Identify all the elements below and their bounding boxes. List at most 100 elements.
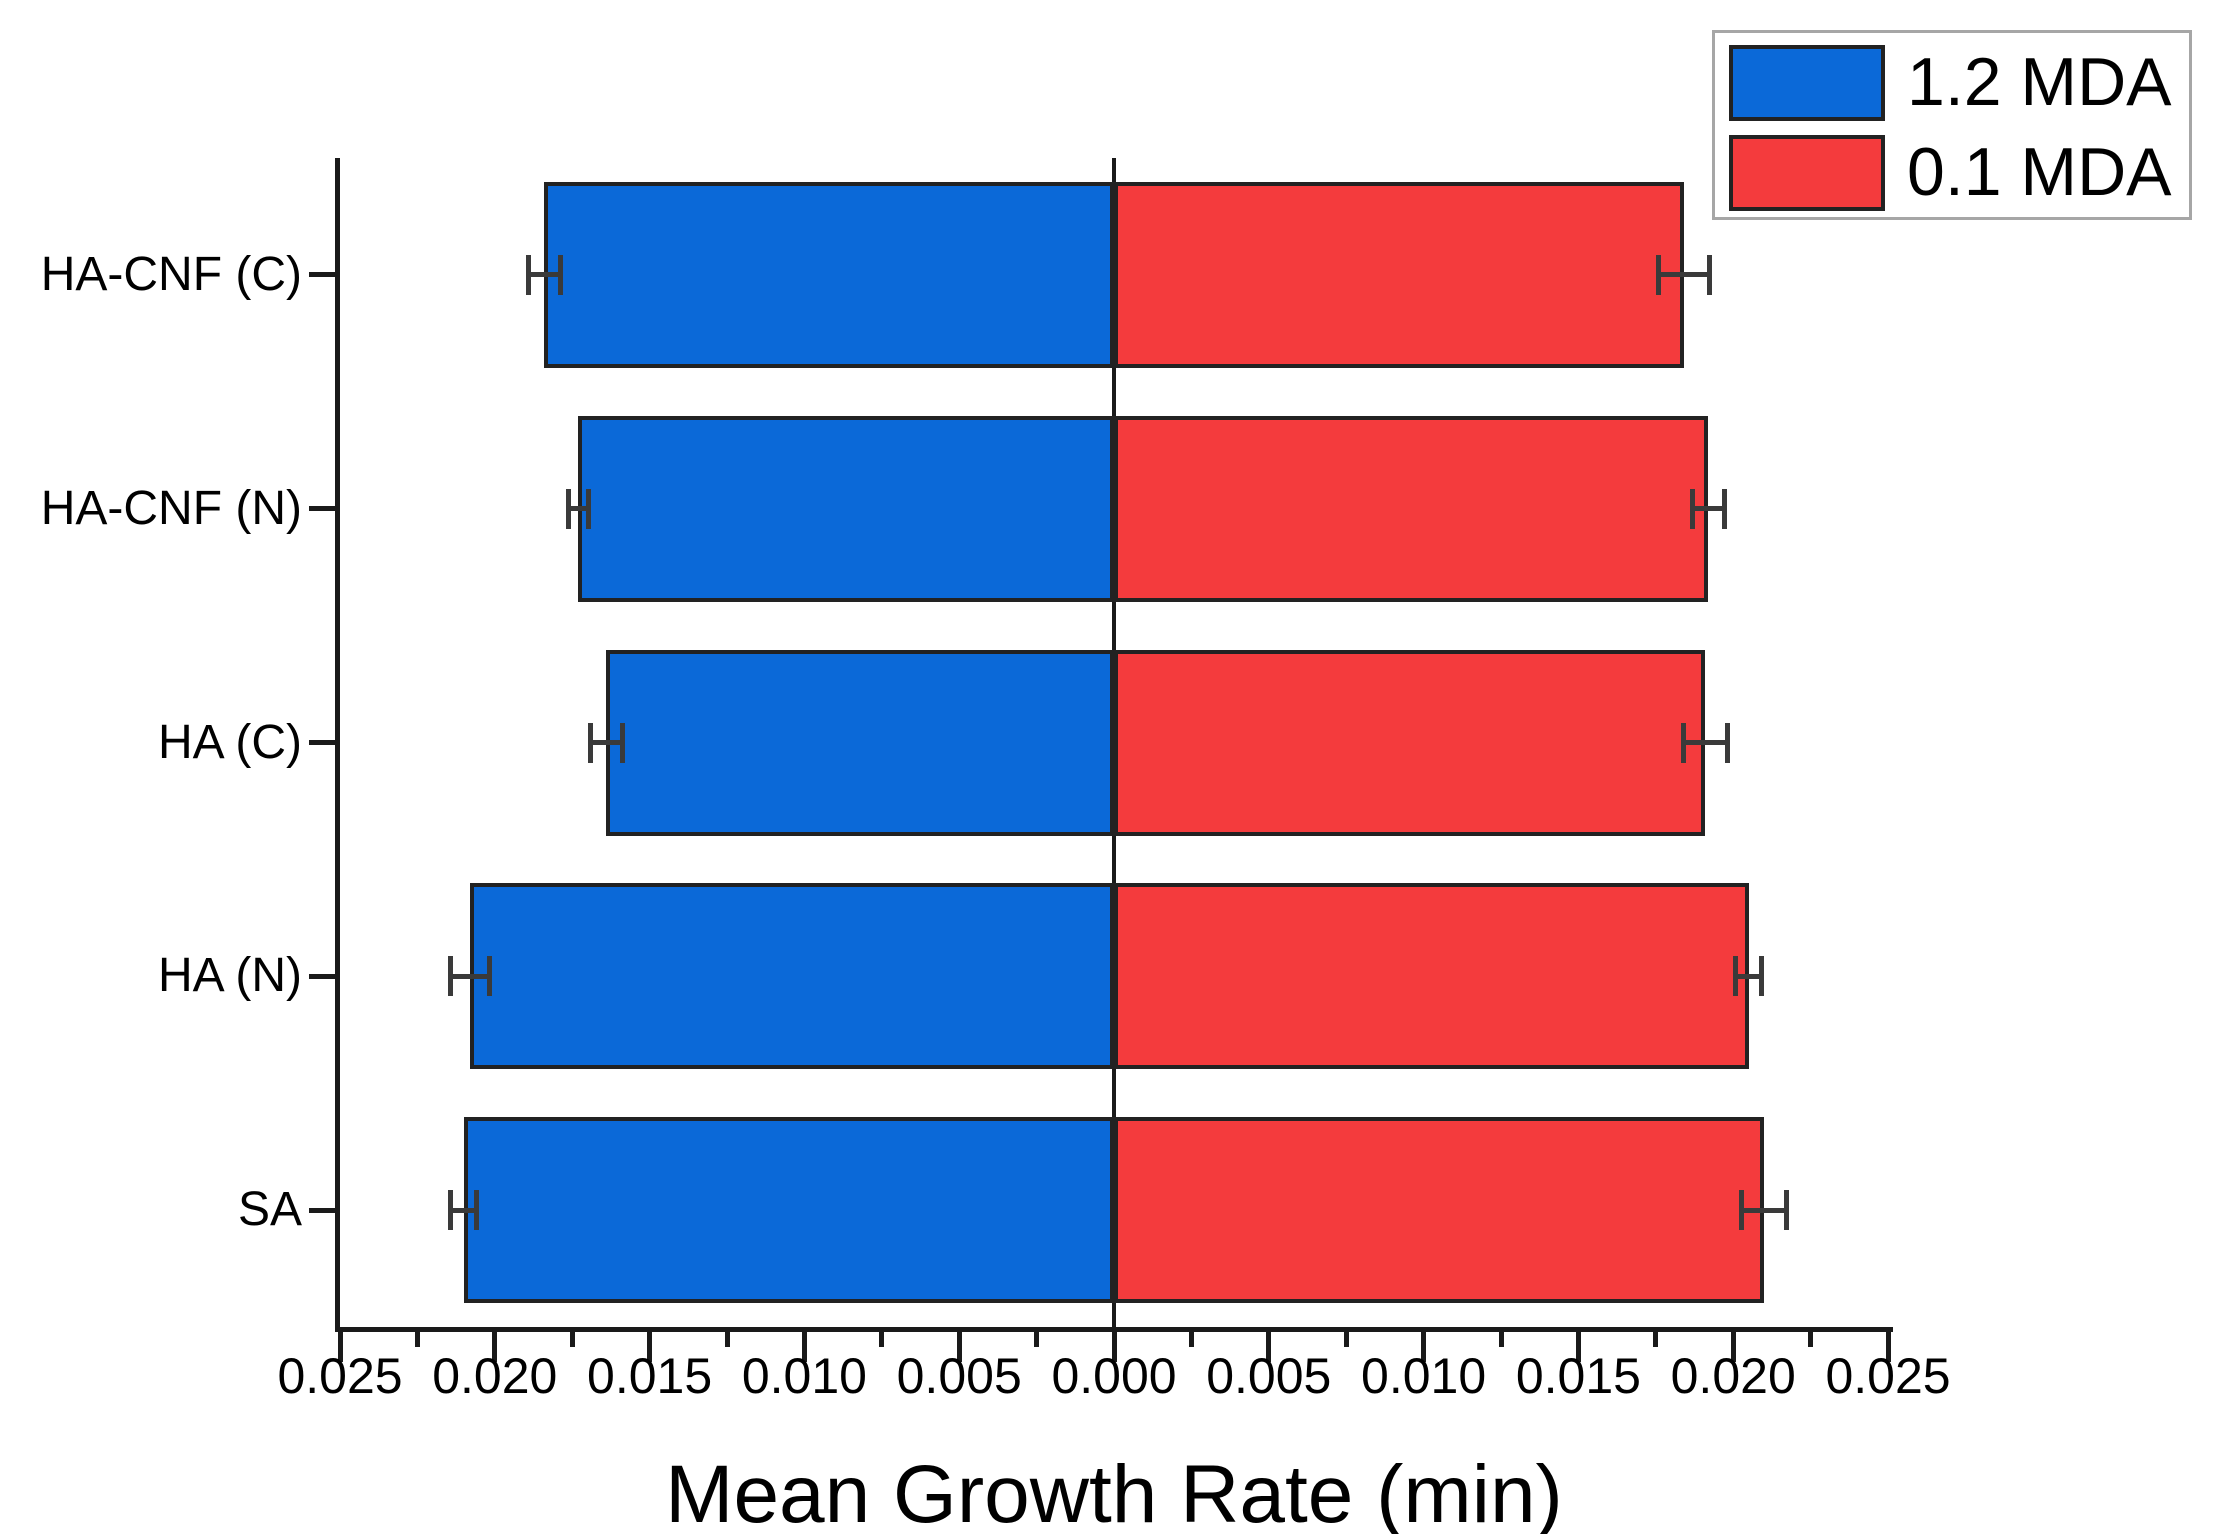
y-tick — [309, 973, 335, 979]
legend-swatch — [1729, 45, 1885, 121]
x-minor-tick — [569, 1332, 575, 1347]
bar-1.2-mda-1 — [578, 415, 1114, 602]
legend-swatch — [1729, 135, 1885, 211]
error-bar-line — [448, 1207, 480, 1213]
error-bar-cap — [1680, 722, 1686, 763]
x-major-tick — [1885, 1332, 1891, 1362]
x-minor-tick — [1034, 1332, 1040, 1347]
error-bar-line — [1689, 506, 1727, 512]
error-bar-line — [1739, 1207, 1789, 1213]
error-bar-cap — [1721, 488, 1727, 529]
x-tick-label: 0.010 — [741, 1348, 867, 1404]
x-minor-tick — [1343, 1332, 1349, 1347]
x-minor-tick — [1653, 1332, 1659, 1347]
x-minor-tick — [414, 1332, 420, 1347]
category-label: SA — [237, 1183, 302, 1237]
x-tick-label: 0.025 — [277, 1348, 403, 1404]
x-axis-line — [335, 1327, 1893, 1332]
x-minor-tick — [1808, 1332, 1814, 1347]
legend-item: 1.2 MDA — [1715, 39, 2189, 125]
error-bar-cap — [486, 956, 492, 997]
x-tick-label: 0.010 — [1361, 1348, 1487, 1404]
bar-1.2-mda-2 — [606, 649, 1114, 836]
x-minor-tick — [724, 1332, 730, 1347]
x-tick-label: 0.025 — [1825, 1348, 1951, 1404]
x-tick-label: 0.015 — [587, 1348, 713, 1404]
x-minor-tick — [1188, 1332, 1194, 1347]
bar-0.1-mda-4 — [1114, 1117, 1765, 1304]
y-tick — [309, 740, 335, 745]
y-tick — [309, 506, 335, 512]
category-label: HA-CNF (C) — [40, 247, 302, 301]
error-bar-cap — [474, 1190, 480, 1231]
error-bar-cap — [1759, 956, 1765, 997]
x-minor-tick — [879, 1332, 885, 1347]
error-bar-cap — [1733, 956, 1739, 997]
legend: 1.2 MDA 0.1 MDA — [1712, 30, 2192, 220]
bar-0.1-mda-1 — [1114, 415, 1709, 602]
error-bar-cap — [566, 488, 571, 529]
x-major-tick — [1575, 1332, 1581, 1362]
x-tick-label: 0.005 — [896, 1348, 1022, 1404]
y-tick — [309, 1207, 335, 1213]
error-bar — [525, 254, 563, 295]
category-label: HA-CNF (N) — [40, 481, 302, 535]
error-bar-cap — [1725, 722, 1731, 763]
error-bar-line — [448, 973, 492, 979]
x-tick-label: 0.020 — [432, 1348, 558, 1404]
error-bar — [566, 488, 591, 529]
error-bar — [448, 956, 492, 997]
x-minor-tick — [1498, 1332, 1504, 1347]
x-tick-label: 0.005 — [1206, 1348, 1332, 1404]
error-bar — [448, 1190, 480, 1231]
error-bar-line — [1655, 272, 1712, 278]
bar-0.1-mda-3 — [1114, 883, 1749, 1070]
error-bar-cap — [585, 488, 591, 529]
error-bar-cap — [1689, 488, 1695, 529]
bar-1.2-mda-3 — [470, 883, 1114, 1070]
bar-1.2-mda-4 — [463, 1117, 1114, 1304]
category-label: HA (C) — [158, 715, 302, 769]
error-bar — [1689, 488, 1727, 529]
error-bar-cap — [1706, 254, 1712, 295]
error-bar-cap — [619, 722, 625, 763]
bar-1.2-mda-0 — [544, 181, 1114, 368]
error-bar-line — [587, 740, 625, 745]
legend-label: 1.2 MDA — [1907, 44, 2172, 120]
legend-label: 0.1 MDA — [1907, 134, 2172, 210]
x-major-tick — [1421, 1332, 1427, 1362]
x-major-tick — [492, 1332, 498, 1362]
x-major-tick — [956, 1332, 962, 1362]
y-tick — [309, 272, 335, 278]
x-tick-label: 0.015 — [1515, 1348, 1641, 1404]
y-axis-line — [335, 158, 340, 1332]
error-bar-cap — [1739, 1190, 1745, 1231]
bar-0.1-mda-0 — [1114, 181, 1684, 368]
category-label: HA (N) — [158, 949, 302, 1003]
error-bar-line — [566, 506, 591, 512]
error-bar-cap — [525, 254, 531, 295]
x-major-tick — [1266, 1332, 1272, 1362]
x-major-tick — [647, 1332, 653, 1362]
x-axis-title: Mean Growth Rate (min) — [665, 1449, 1563, 1534]
x-major-tick — [1730, 1332, 1736, 1362]
error-bar-line — [1733, 973, 1765, 979]
bar-0.1-mda-2 — [1114, 649, 1706, 836]
error-bar — [1739, 1190, 1789, 1231]
error-bar-cap — [587, 722, 593, 763]
error-bar-cap — [448, 956, 454, 997]
error-bar-line — [1680, 740, 1731, 745]
x-major-tick — [1111, 1332, 1117, 1362]
x-major-tick — [801, 1332, 807, 1362]
error-bar-line — [525, 272, 563, 278]
error-bar-cap — [1655, 254, 1661, 295]
error-bar-cap — [448, 1190, 454, 1231]
x-tick-label: 0.000 — [1051, 1348, 1177, 1404]
error-bar-cap — [1783, 1190, 1789, 1231]
legend-item: 0.1 MDA — [1715, 129, 2189, 215]
x-tick-label: 0.020 — [1670, 1348, 1796, 1404]
error-bar — [587, 722, 625, 763]
x-major-tick — [337, 1332, 343, 1362]
error-bar — [1655, 254, 1712, 295]
